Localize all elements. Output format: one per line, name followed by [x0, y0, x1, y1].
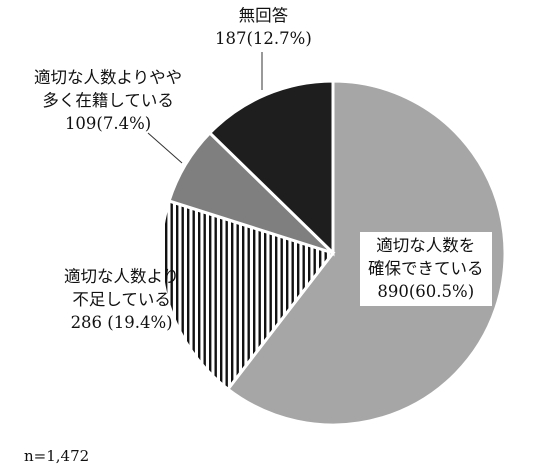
slice-label-surplus-line-2: 多く在籍している — [42, 91, 174, 110]
slice-label-shortage-line-2: 不足している — [72, 290, 171, 309]
slice-label-shortage-line-1: 適切な人数より — [64, 267, 180, 286]
slice-label-no-answer: 無回答 187(12.7%) — [215, 4, 312, 50]
sample-size-note: n=1,472 — [24, 447, 90, 465]
pie-slice-no-answer — [207, 79, 335, 257]
slice-label-shortage-line-3: 286 (19.4%) — [70, 313, 173, 332]
slice-label-no-answer-line-2: 187(12.7%) — [215, 29, 312, 48]
leader-line-surplus — [147, 132, 183, 164]
slice-label-surplus-line-3: 109(7.4%) — [64, 114, 152, 133]
pie-slice-shortage — [159, 199, 336, 392]
slice-label-adequate-line-1: 適切な人数を — [376, 236, 476, 255]
slice-label-shortage: 適切な人数より 不足している 286 (19.4%) — [64, 265, 179, 334]
slice-label-no-answer-line-1: 無回答 — [238, 6, 289, 25]
slice-label-surplus: 適切な人数よりやや 多く在籍している 109(7.4%) — [34, 66, 182, 135]
slice-label-adequate: 適切な人数を 確保できている 890(60.5%) — [360, 232, 492, 306]
slice-label-adequate-line-2: 確保できている — [368, 259, 484, 278]
slice-label-adequate-line-3: 890(60.5%) — [377, 282, 475, 301]
slice-label-surplus-line-1: 適切な人数よりやや — [34, 68, 183, 87]
